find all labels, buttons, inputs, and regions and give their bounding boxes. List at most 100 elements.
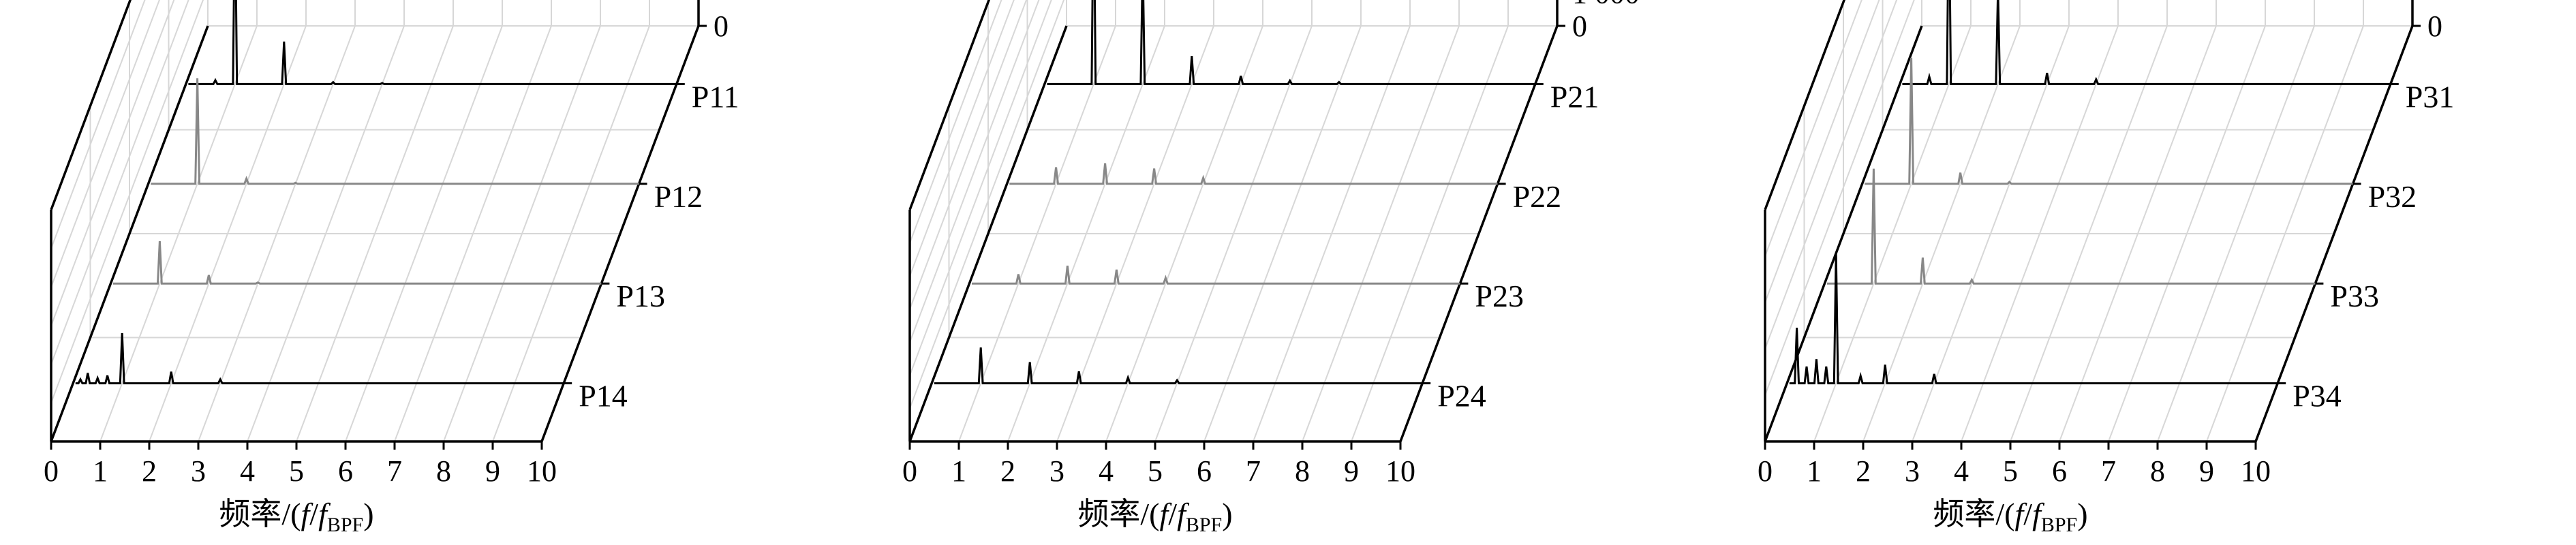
series-p12: P12 [151,78,703,214]
left-grid-y [50,0,146,249]
left-grid-y [50,0,204,403]
x-tick-label: 7 [1246,454,1261,488]
chart-1: 01234567891003006009001 2001 5001 800压力脉… [44,0,758,536]
left-top-edge [50,0,132,211]
series-label: P32 [2368,179,2417,214]
chart-2: 01234567891001 0002 0003 0004 0005 0006 … [902,0,1640,536]
x-tick-label: 0 [902,454,917,488]
series-trace [934,347,1423,385]
axes-frame [50,0,707,450]
series-label: P14 [579,379,628,414]
left-top-edge [908,0,991,211]
series-p34: P34 [1789,253,2342,414]
series-trace [151,78,639,185]
x-tick-label: 1 [951,454,966,488]
series-label: P11 [692,79,739,114]
gridlines [50,0,699,442]
left-grid-y [909,0,1015,277]
x-tick-label: 3 [1905,454,1920,488]
depth-axis-line [1399,25,1559,442]
series-p11: P11 [188,0,739,114]
x-tick-label: 8 [2150,454,2165,488]
chart-3: 01234567891002505007501 0001 250压力脉动/Pa频… [1758,0,2454,536]
y-tick-label: 300 [714,0,758,4]
x-axis-title: 频率/(f/fBPF) [219,497,373,536]
x-tick-label: 10 [1385,454,1415,488]
x-tick-label: 1 [93,454,108,488]
left-grid-y [1764,0,1898,349]
series-label: P23 [1475,279,1524,313]
floor-left-edge [50,25,209,442]
series-label: P12 [654,179,703,214]
left-grid-y [909,0,1002,243]
axes-frame [1764,0,2421,450]
series-p22: P22 [1009,163,1562,214]
x-tick-label: 9 [2199,454,2214,488]
x-tick-label: 2 [1856,454,1871,488]
x-tick-label: 5 [289,454,304,488]
floor-left-edge [1764,25,1923,442]
x-tick-label: 2 [142,454,157,488]
series-trace [1827,168,2316,285]
series-trace [972,265,1460,285]
series-p31: P31 [1902,0,2454,114]
depth-axis-line [540,25,700,442]
x-tick-label: 3 [191,454,206,488]
series-trace [113,240,602,285]
series-label: P22 [1513,179,1562,214]
x-tick-label: 4 [1954,454,1969,488]
left-grid-y [50,0,189,365]
series-p14: P14 [75,332,628,414]
y-tick-label: 0 [2427,10,2442,43]
y-tick-label: 0 [714,10,729,43]
series-p24: P24 [934,347,1486,414]
x-tick-label: 7 [387,454,402,488]
x-tick-label: 4 [240,454,255,488]
left-grid-y [50,0,160,287]
series-p32: P32 [1865,57,2417,214]
series-trace [1902,0,2391,85]
left-grid-y [1764,0,1915,396]
x-tick-label: 3 [1049,454,1064,488]
series-trace [75,332,564,385]
gridlines [1764,0,2413,442]
series-p21: P21 [1047,0,1599,114]
gridlines [909,0,1558,442]
axes-frame [908,0,1565,450]
x-tick-label: 10 [527,454,557,488]
left-grid-y [1764,0,1862,257]
x-tick-label: 6 [338,454,353,488]
x-axis-title: 频率/(f/fBPF) [1077,497,1232,536]
series-trace [1789,253,2278,385]
x-tick-label: 6 [1197,454,1212,488]
series-trace [1865,57,2353,185]
left-grid-y [909,0,1065,409]
series-label: P21 [1550,79,1599,114]
series-trace [1047,0,1535,85]
left-top-edge [1764,0,1846,211]
x-tick-label: 10 [2241,454,2271,488]
series-trace [1009,163,1498,185]
series-p13: P13 [113,240,665,313]
depth-axis-line [2254,25,2414,442]
left-grid-y [909,0,1028,310]
left-grid-y [50,0,175,326]
series-label: P34 [2293,379,2342,414]
series-label: P33 [2330,279,2379,313]
series-label: P24 [1437,379,1486,414]
floor-left-edge [908,25,1068,442]
x-tick-label: 8 [436,454,451,488]
x-tick-label: 5 [1148,454,1163,488]
x-tick-label: 0 [44,454,59,488]
x-tick-label: 9 [1344,454,1359,488]
series-label: P31 [2406,79,2455,114]
left-grid-y [1764,0,1880,303]
x-tick-label: 5 [2003,454,2018,488]
x-tick-label: 2 [1000,454,1015,488]
x-tick-label: 4 [1099,454,1114,488]
series-trace [188,0,677,85]
series-label: P13 [616,279,665,313]
x-tick-label: 9 [485,454,500,488]
y-tick-label: 0 [1572,10,1587,43]
